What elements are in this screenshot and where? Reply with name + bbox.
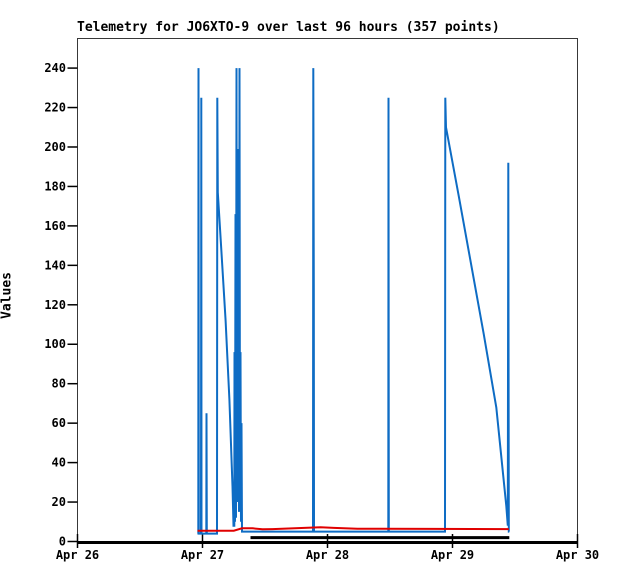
y-tick-label: 200 xyxy=(44,140,66,154)
chart-title: Telemetry for JO6XTO-9 over last 96 hour… xyxy=(77,20,500,35)
y-tick-label: 60 xyxy=(52,416,66,430)
y-tick-label: 120 xyxy=(44,298,66,312)
y-tick-label: 40 xyxy=(52,456,66,470)
y-tick-label: 0 xyxy=(59,535,66,549)
y-tick-label: 240 xyxy=(44,61,66,75)
y-tick-label: 100 xyxy=(44,337,66,351)
series-channel-2-red xyxy=(197,526,509,532)
y-tick-label: 140 xyxy=(44,258,66,272)
y-tick-label: 220 xyxy=(44,101,66,115)
x-tick-label: Apr 29 xyxy=(431,548,474,562)
y-tick-label: 180 xyxy=(44,179,66,193)
y-tick-label: 160 xyxy=(44,219,66,233)
series-channel-1-blue xyxy=(197,68,510,535)
x-tick-label: Apr 27 xyxy=(181,548,224,562)
x-tick-label: Apr 30 xyxy=(556,548,599,562)
y-tick-label: 20 xyxy=(52,495,66,509)
x-tick-label: Apr 28 xyxy=(306,548,349,562)
y-tick-label: 80 xyxy=(52,377,66,391)
x-tick-label: Apr 26 xyxy=(56,548,99,562)
